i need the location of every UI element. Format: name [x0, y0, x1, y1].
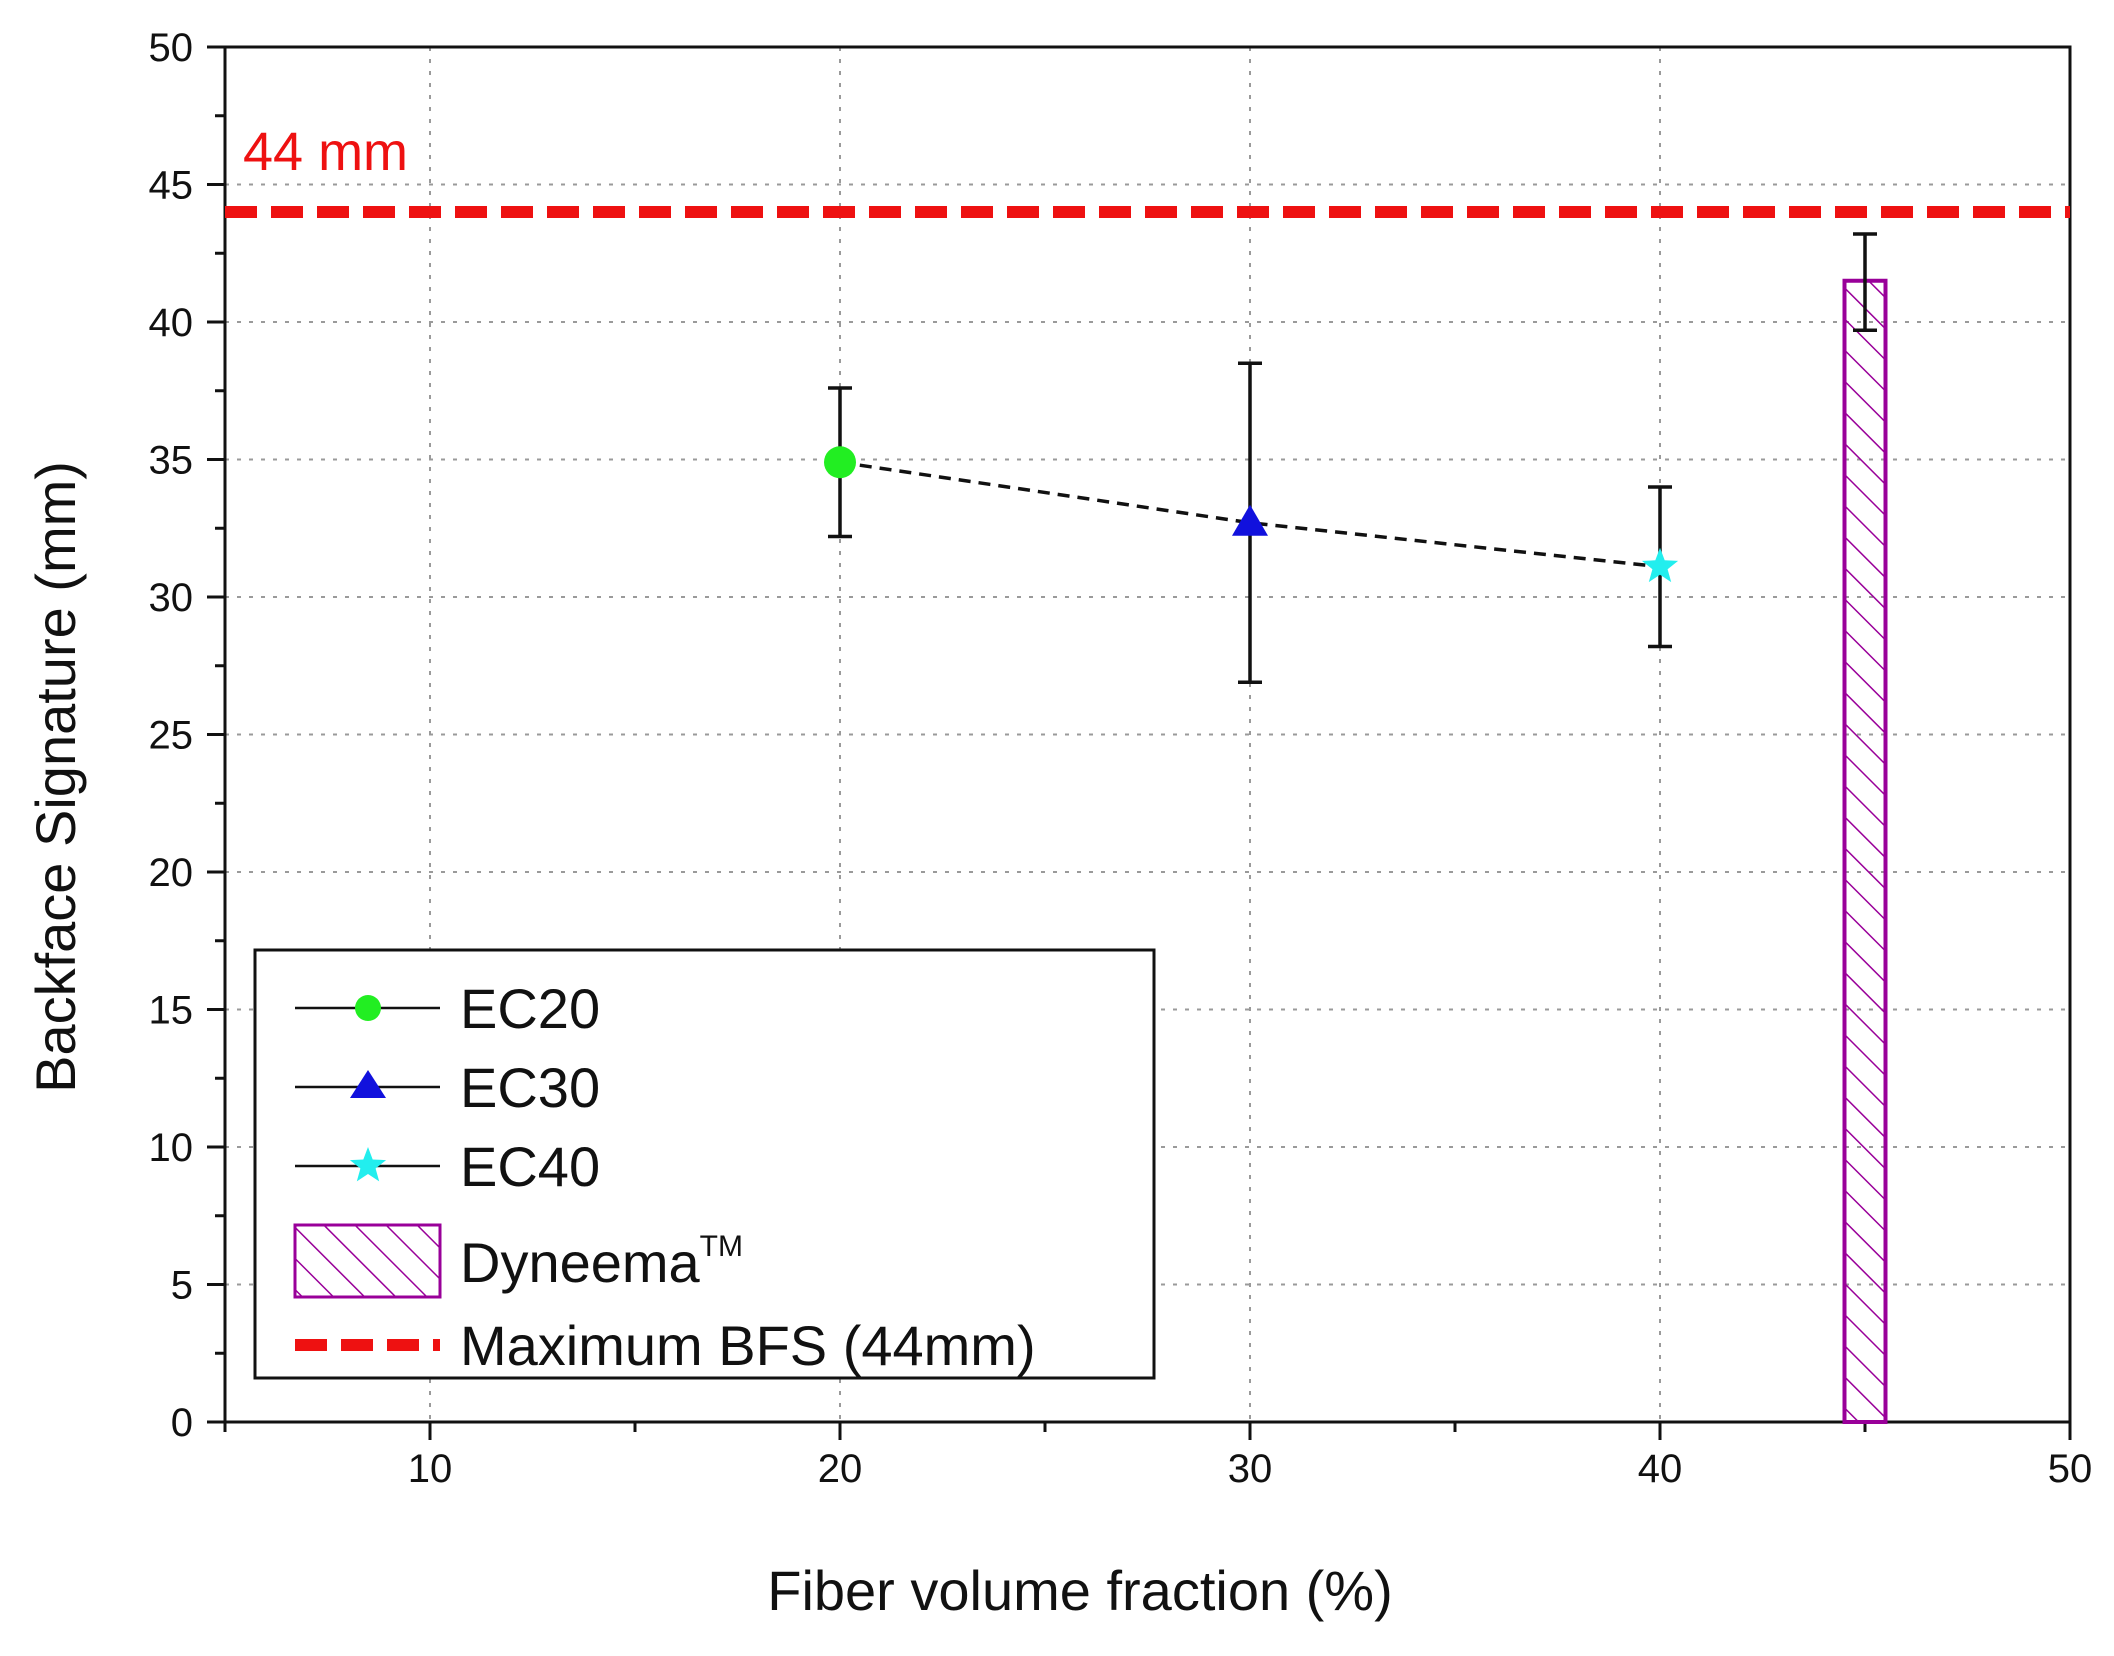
- bar-dyneema: [1842, 278, 1888, 1424]
- axis-ticks: [207, 45, 2072, 1440]
- legend-marker-ec30: [350, 1070, 386, 1098]
- trend-line: [839, 460, 1661, 569]
- grid-lines: [225, 47, 2070, 1422]
- legend-label-ec40: EC40: [460, 1135, 600, 1198]
- legend-label-dyneema-text: Dyneema: [460, 1231, 701, 1294]
- y-tick-label-25: 25: [149, 714, 194, 758]
- y-tick-label-30: 30: [149, 576, 194, 620]
- legend-label-dyneema-superscript: TM: [700, 1230, 743, 1263]
- data-point-ec20: [824, 446, 856, 479]
- data-point-ec30: [1232, 504, 1268, 536]
- legend-swatch-dyneema: [293, 1223, 442, 1299]
- y-tick-label-5: 5: [171, 1264, 193, 1308]
- y-tick-label-0: 0: [171, 1401, 193, 1445]
- reference-line-annotation: 44 mm: [243, 122, 408, 182]
- y-tick-label-10: 10: [149, 1126, 194, 1170]
- y-tick-label-15: 15: [149, 989, 194, 1033]
- legend-entry-dyneema: DyneemaTM: [293, 1223, 743, 1299]
- legend-entry-ec20: EC20: [295, 977, 600, 1040]
- y-axis-title: Backface Signature (mm): [24, 461, 87, 1093]
- y-tick-label-50: 50: [149, 26, 194, 70]
- x-tick-label-20: 20: [818, 1447, 863, 1491]
- legend-entry-ec40: EC40: [295, 1135, 600, 1198]
- x-tick-label-30: 30: [1228, 1447, 1273, 1491]
- legend-box: [253, 948, 1156, 1380]
- x-axis-title: Fiber volume fraction (%): [767, 1559, 1393, 1622]
- bar-layer: [1842, 278, 1888, 1424]
- legend-label-maximum-bfs: Maximum BFS (44mm): [460, 1314, 1036, 1377]
- legend-entry-ec30: EC30: [295, 1056, 600, 1119]
- legend: EC20 EC30 EC40 DyneemaTM Maximum BFS (44…: [253, 948, 1156, 1380]
- axis-tick-labels: 10 20 30 40 50 0 5 10 15 20 25 30 35 40 45 50: [149, 26, 2093, 1491]
- data-point-ec40: [1641, 547, 1679, 583]
- x-tick-label-10: 10: [408, 1447, 453, 1491]
- y-tick-label-35: 35: [149, 439, 194, 483]
- y-tick-label-40: 40: [149, 301, 194, 345]
- x-tick-label-50: 50: [2048, 1447, 2093, 1491]
- marker-layer: [824, 446, 1679, 583]
- legend-marker-ec40: [349, 1147, 387, 1182]
- legend-entry-maximum-bfs: Maximum BFS (44mm): [295, 1314, 1036, 1377]
- legend-label-ec20: EC20: [460, 977, 600, 1040]
- legend-marker-ec20: [355, 995, 381, 1021]
- trend-line-layer: [839, 460, 1661, 569]
- legend-label-dyneema: DyneemaTM: [460, 1230, 743, 1294]
- legend-label-ec30: EC30: [460, 1056, 600, 1119]
- y-tick-label-45: 45: [149, 164, 194, 208]
- y-tick-label-20: 20: [149, 851, 194, 895]
- x-tick-label-40: 40: [1638, 1447, 1683, 1491]
